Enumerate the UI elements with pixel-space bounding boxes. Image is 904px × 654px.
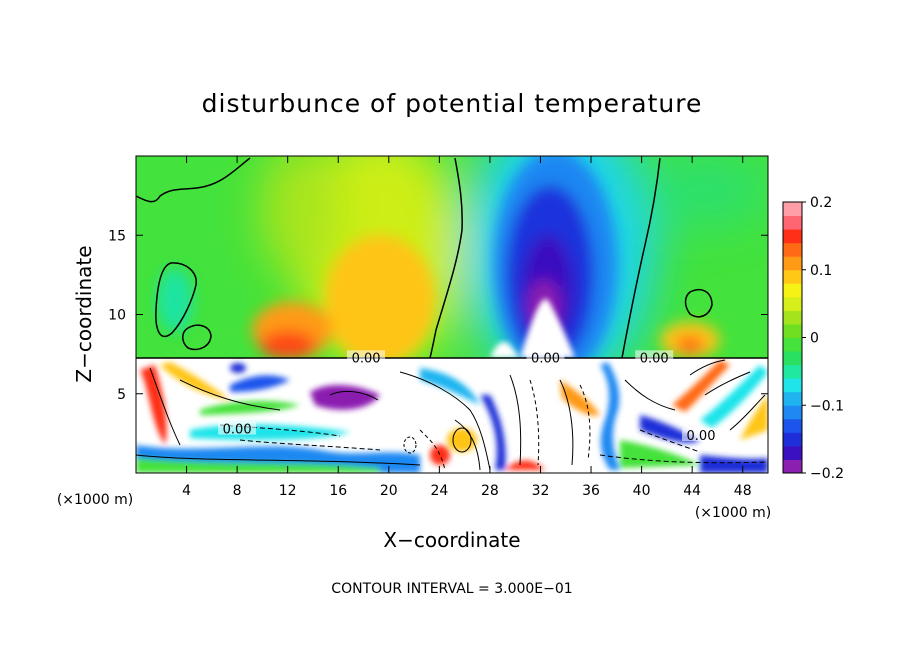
x-tick-label: 48 (734, 483, 752, 499)
colorbar-tick-label: −0.1 (810, 398, 844, 414)
x-tick-label: 36 (582, 483, 600, 499)
x-tick-label: 12 (279, 483, 297, 499)
y-tick-label: 15 (108, 228, 126, 244)
x-tick-label: 28 (481, 483, 499, 499)
contour-label-bg (347, 350, 386, 364)
contour-label-bg (526, 350, 565, 364)
colorbar-segment (783, 296, 802, 311)
x-tick-label: 40 (633, 483, 651, 499)
x-tick-label: 8 (233, 483, 242, 499)
x-tick-label: 20 (380, 483, 398, 499)
heatmap-field (136, 156, 768, 473)
colorbar-segment (783, 351, 802, 366)
x-tick-label: 16 (329, 483, 347, 499)
x-axis: 4 8 12 16 20 24 28 32 36 40 44 48 (182, 156, 752, 499)
colorbar-tick-label: 0.1 (810, 263, 832, 279)
colorbar-segment (783, 242, 802, 257)
colorbar-segment (783, 432, 802, 447)
x-tick-label: 4 (182, 483, 191, 499)
colorbar-segment (783, 323, 802, 338)
colorbar-segment (783, 378, 802, 393)
colorbar-segment (783, 202, 802, 217)
x-tick-label: 32 (532, 483, 550, 499)
contour-label: 0.00 (531, 351, 560, 366)
chart-title: disturbunce of potential temperature (202, 89, 703, 118)
colorbar-segment (783, 256, 802, 271)
contour-label: 0.00 (640, 351, 669, 366)
contour-label-bg (682, 427, 721, 441)
colorbar-segment (783, 215, 802, 230)
y-axis: 5 10 15 (108, 228, 768, 403)
colorbar-tick-label: −0.2 (810, 466, 844, 482)
contour-label: 0.00 (352, 351, 381, 366)
colorbar-segment (783, 229, 802, 244)
contour-label: 0.00 (223, 423, 252, 438)
contour-interval-footer: CONTOUR INTERVAL = 3.000E−01 (331, 581, 572, 597)
colorbar-segment (783, 445, 802, 460)
colorbar: 0.2 0.1 0 −0.1 −0.2 (782, 195, 844, 482)
colorbar-segment (783, 459, 802, 474)
contour-label-bg (218, 421, 257, 435)
x-axis-unit-right: (×1000 m) (695, 505, 771, 521)
contour-label: 0.00 (687, 429, 716, 444)
x-axis-label: X−coordinate (383, 528, 520, 552)
colorbar-segment (783, 405, 802, 420)
colorbar-segment (783, 391, 802, 406)
y-tick-label: 10 (108, 308, 126, 324)
colorbar-tick-label: 0 (810, 331, 819, 347)
contour-labels: 0.00 0.00 0.00 0.00 0.00 (218, 350, 721, 444)
colorbar-segment (783, 337, 802, 352)
contour-label-bg (635, 350, 674, 364)
colorbar-tick-label: 0.2 (810, 195, 832, 211)
y-axis-label: Z−coordinate (72, 245, 96, 382)
colorbar-segment (783, 283, 802, 298)
x-tick-label: 44 (683, 483, 701, 499)
x-tick-label: 24 (430, 483, 448, 499)
colorbar-segment (783, 310, 802, 325)
colorbar-segment (783, 418, 802, 433)
colorbar-segment (783, 364, 802, 379)
x-axis-unit-left: (×1000 m) (57, 492, 133, 508)
y-tick-label: 5 (117, 387, 126, 403)
colorbar-segment (783, 269, 802, 284)
